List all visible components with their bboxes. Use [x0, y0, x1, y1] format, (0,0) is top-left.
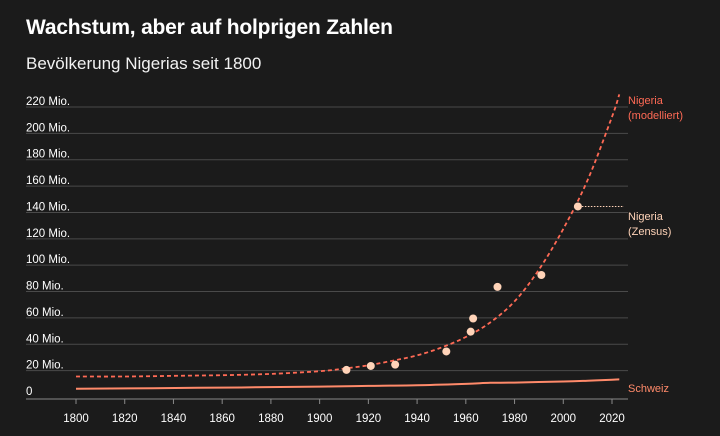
y-tick-label: 120 Mio. — [26, 228, 70, 240]
census-point — [493, 282, 502, 291]
census-point — [342, 365, 351, 374]
y-tick-label: 140 Mio. — [26, 201, 70, 213]
y-tick-label: 40 Mio. — [26, 333, 64, 345]
x-tick-label: 1900 — [307, 413, 333, 425]
x-tick-label: 1840 — [161, 413, 187, 425]
series-label-nigeria-zensus: Nigeria — [628, 211, 664, 223]
y-tick-label: 200 Mio. — [26, 122, 70, 134]
x-axis-ticks: 1800 1820 1840 1860 1880 1900 1920 1940 1960 1980… — [63, 399, 625, 425]
x-tick-label: 1940 — [404, 413, 430, 425]
y-tick-label: 60 Mio. — [26, 307, 64, 319]
x-tick-label: 1980 — [502, 413, 528, 425]
chart-subtitle: Bevölkerung Nigerias seit 1800 — [26, 54, 262, 73]
x-tick-label: 1860 — [209, 413, 235, 425]
x-tick-label: 1960 — [453, 413, 479, 425]
series — [75, 94, 621, 390]
y-tick-label: 220 Mio. — [26, 96, 70, 108]
gridlines — [26, 106, 628, 400]
y-tick-label: 20 Mio. — [26, 360, 64, 372]
x-tick-label: 1820 — [112, 413, 138, 425]
census-point — [537, 271, 546, 279]
y-tick-label: 80 Mio. — [26, 281, 64, 293]
x-tick-label: 2020 — [599, 413, 625, 425]
census-point — [366, 361, 375, 370]
census-point — [469, 314, 478, 323]
census-point — [442, 347, 451, 356]
chart-title: Wachstum, aber auf holprigen Zahlen — [26, 16, 393, 39]
y-tick-label: 180 Mio. — [26, 149, 70, 161]
series-label-nigeria-modelliert: (modelliert) — [628, 110, 683, 122]
census-point — [573, 202, 582, 211]
series-label-nigeria-modelliert: Nigeria — [628, 95, 664, 107]
y-tick-label: 100 Mio. — [26, 254, 70, 266]
x-tick-label: 2000 — [550, 413, 576, 425]
census-point — [466, 327, 475, 336]
y-tick-label: 160 Mio. — [26, 175, 70, 187]
series-label-nigeria-zensus: (Zensus) — [628, 226, 671, 238]
x-tick-label: 1920 — [356, 413, 382, 425]
y-tick-label: 0 — [26, 386, 32, 398]
y-axis-ticks: 0 20 Mio. 40 Mio. 60 Mio. 80 Mio. 100 Mio. 120… — [26, 96, 70, 398]
x-tick-label: 1800 — [63, 413, 89, 425]
x-tick-label: 1880 — [258, 413, 284, 425]
census-point — [391, 360, 400, 369]
series-label-schweiz: Schweiz — [628, 383, 669, 395]
series-line-schweiz — [75, 378, 620, 390]
series-line-nigeria-modelliert — [75, 94, 621, 378]
series-labels: Nigeria (modelliert) Nigeria (Zensus) Schwei… — [581, 95, 683, 395]
